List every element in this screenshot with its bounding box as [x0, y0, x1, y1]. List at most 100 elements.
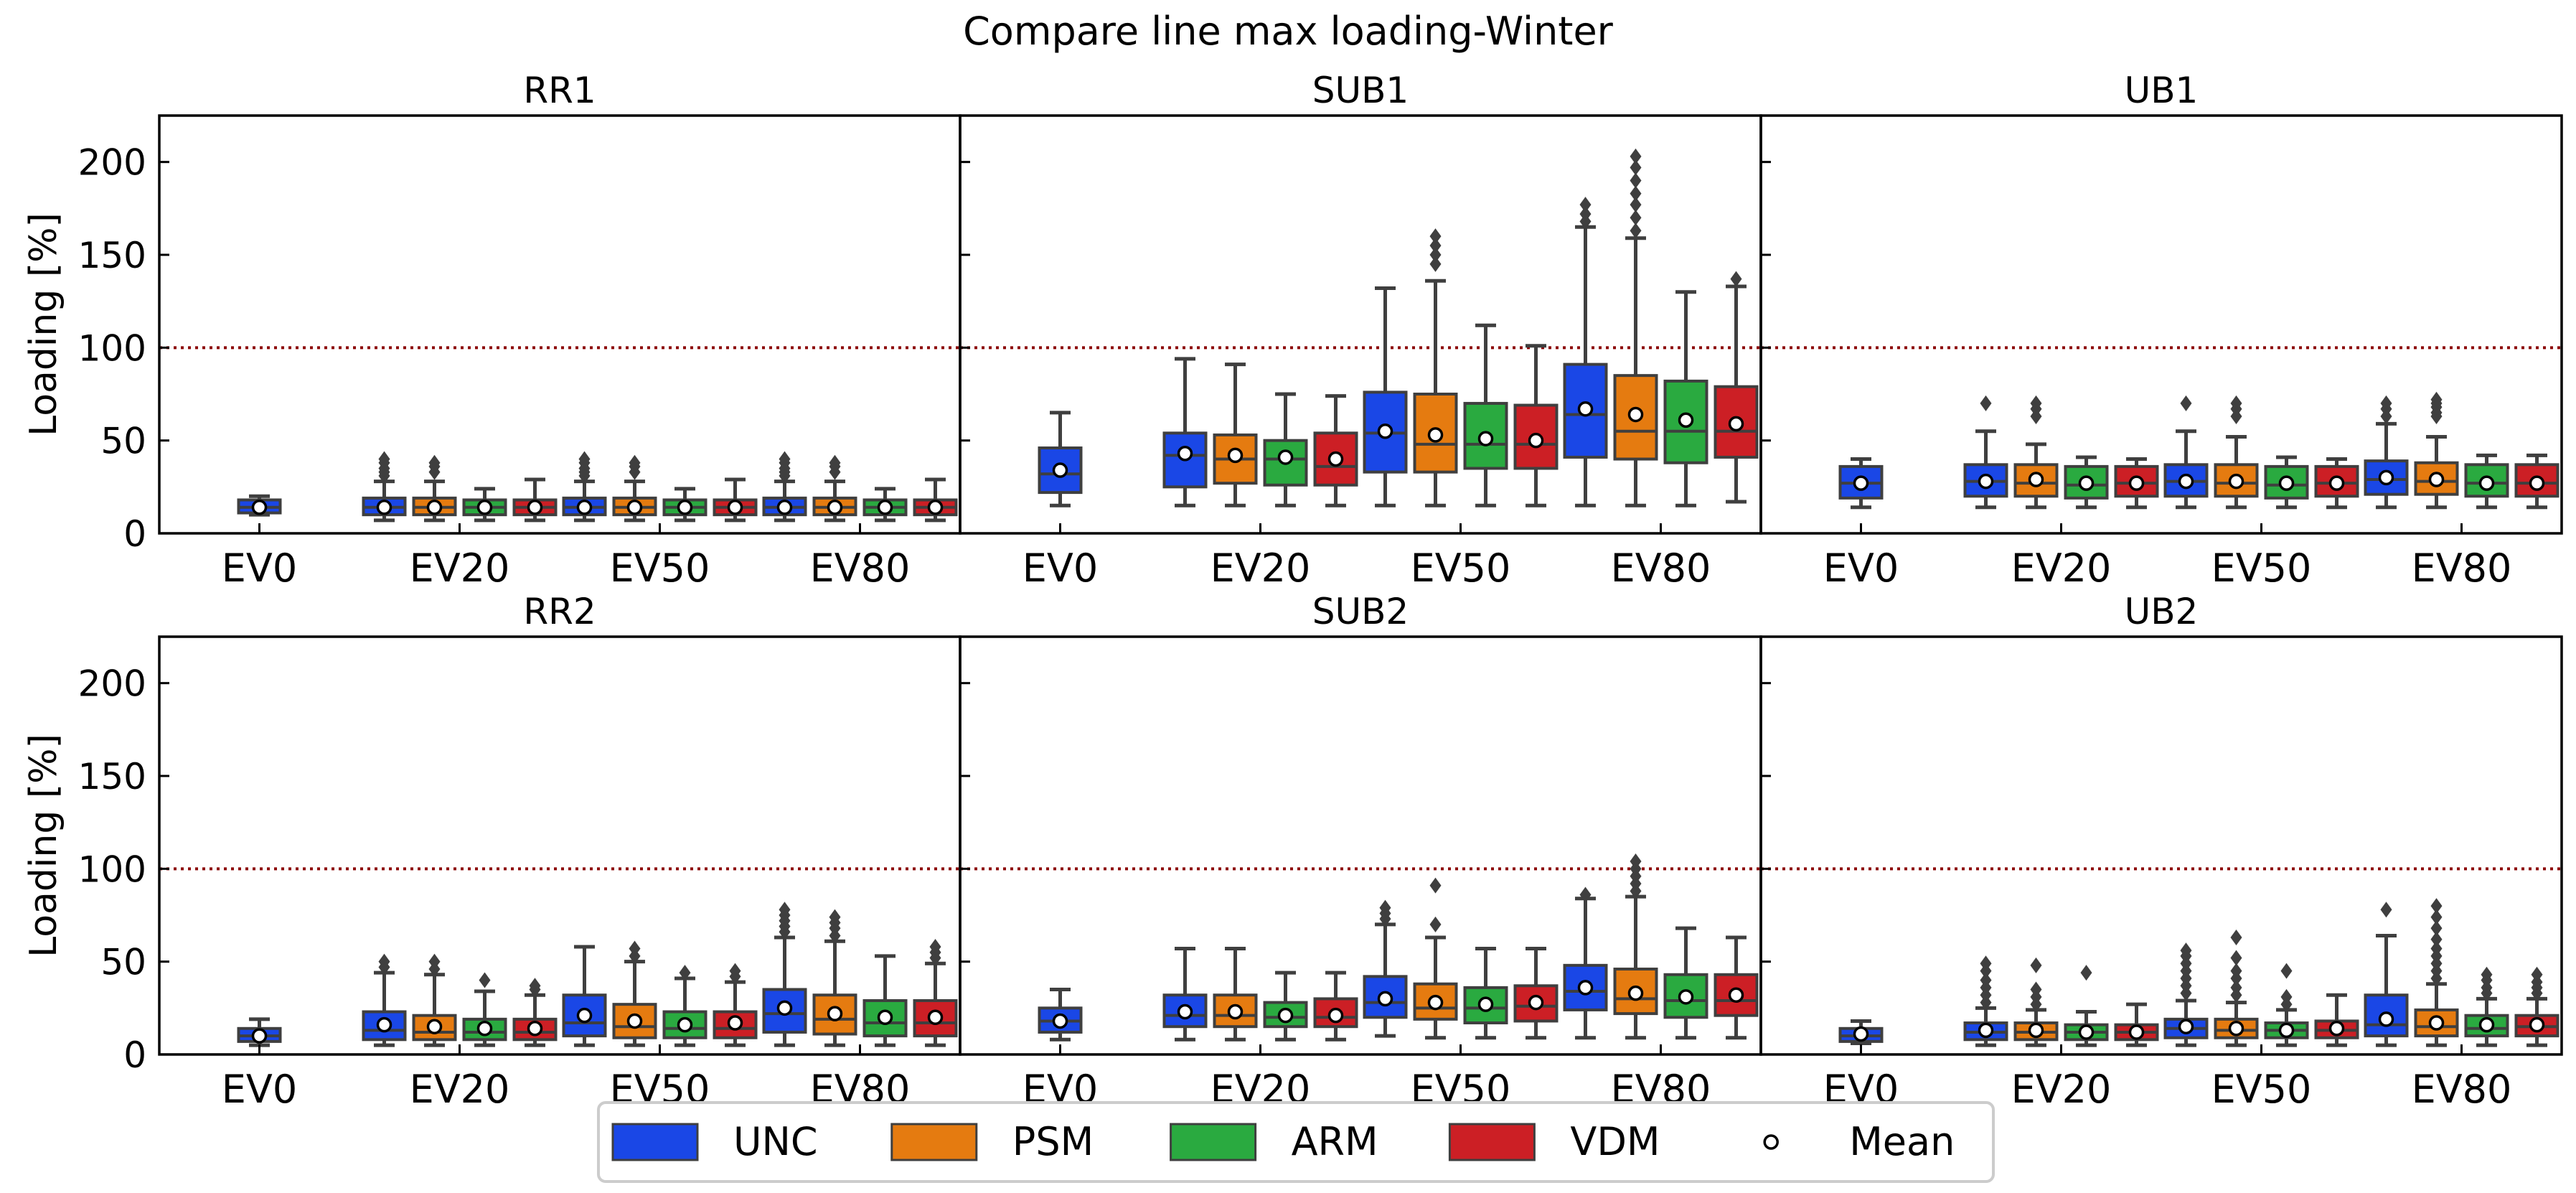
- mean-marker: [2278, 1022, 2295, 1039]
- legend-label: PSM: [1012, 1119, 1094, 1164]
- outlier-point: [529, 978, 541, 994]
- x-tick-label: EV80: [2412, 1067, 2512, 1112]
- box-rr1-ev50-arm: [662, 487, 708, 523]
- y-tick-label: 100: [78, 848, 146, 890]
- outlier-point: [2280, 963, 2293, 979]
- box-rr2-ev80-arm: [862, 954, 908, 1047]
- box-rr2-ev20-psm: [412, 953, 457, 1047]
- outlier-point: [2430, 920, 2443, 937]
- mean-marker: [527, 500, 543, 515]
- box-rr1-ev20-unc: [362, 451, 407, 523]
- mean-marker: [2378, 469, 2394, 486]
- box-body: [562, 993, 607, 1038]
- mean-marker: [1327, 451, 1344, 467]
- x-tick-label: EV0: [222, 1067, 297, 1112]
- box-ub1-ev50-arm: [2264, 455, 2309, 510]
- box-ub1-ev80-vdm: [2514, 453, 2559, 510]
- mean-marker: [827, 500, 843, 515]
- mean-marker: [2028, 1022, 2044, 1039]
- outlier-point: [1429, 916, 1442, 932]
- box-rr2-ev80-unc: [762, 902, 807, 1047]
- mean-marker: [2478, 475, 2495, 491]
- outlier-point: [2380, 395, 2392, 411]
- mean-marker: [1627, 985, 1644, 1001]
- outlier-point: [1579, 886, 1592, 903]
- mean-marker: [251, 1028, 268, 1044]
- box-sub1-ev20-vdm: [1313, 394, 1358, 507]
- outlier-point: [1579, 206, 1592, 223]
- outlier-point: [1730, 271, 1742, 287]
- box-ub1-ev20-vdm: [2114, 457, 2159, 510]
- outlier-point: [2030, 981, 2042, 998]
- outlier-point: [1630, 148, 1642, 164]
- outlier-point: [1429, 877, 1442, 894]
- box-sub1-ev20-psm: [1213, 362, 1258, 507]
- box-sub2-ev80-vdm: [1714, 935, 1759, 1040]
- mean-marker: [1177, 446, 1193, 462]
- legend-entry-arm: ARM: [1170, 1119, 1378, 1164]
- mean-marker: [2428, 472, 2445, 487]
- outlier-point: [1630, 172, 1642, 189]
- box-sub1-ev80-unc: [1563, 197, 1608, 507]
- legend-swatch: [1448, 1123, 1536, 1161]
- outlier-point: [1630, 223, 1642, 239]
- box-rr2-ev50-vdm: [713, 963, 758, 1047]
- box-sub1-ev50-psm: [1413, 228, 1458, 507]
- mean-marker: [1728, 987, 1744, 1003]
- box-ub1-ev80-arm: [2464, 453, 2509, 510]
- mean-marker: [727, 500, 743, 515]
- box-body: [1714, 973, 1759, 1017]
- box-sub2-ev20-psm: [1213, 947, 1258, 1042]
- mean-marker: [2328, 475, 2345, 491]
- outlier-point: [2531, 966, 2543, 983]
- outlier-point: [1980, 955, 1992, 972]
- box-rr2-ev0-unc: [237, 1017, 282, 1047]
- box-sub2-ev0-unc: [1038, 987, 1083, 1042]
- box-ub1-ev50-vdm: [2314, 457, 2359, 510]
- x-tick-label: EV80: [810, 546, 911, 591]
- mean-marker: [376, 1016, 392, 1033]
- mean-marker: [1427, 994, 1444, 1011]
- box-sub2-ev50-arm: [1463, 947, 1508, 1040]
- x-tick-label: EV20: [2011, 1067, 2112, 1112]
- outlier-point: [1429, 228, 1442, 245]
- outlier-point: [679, 965, 691, 981]
- mean-marker: [476, 500, 493, 515]
- box-rr1-ev50-unc: [562, 451, 607, 523]
- mean-marker: [2328, 1021, 2345, 1037]
- mean-marker: [1678, 989, 1694, 1005]
- x-tick-label: EV20: [410, 546, 510, 591]
- box-ub2-ev20-arm: [2064, 965, 2109, 1047]
- legend-entry-mean: Mean: [1763, 1119, 1955, 1164]
- box-ub2-ev50-unc: [2163, 942, 2209, 1047]
- box-ub2-ev80-psm: [2414, 898, 2459, 1047]
- mean-marker: [877, 500, 893, 515]
- y-tick-label: 50: [100, 942, 146, 983]
- box-ub2-ev50-arm: [2264, 963, 2309, 1047]
- box-sub2-ev50-vdm: [1513, 947, 1559, 1040]
- mean-marker: [677, 500, 693, 515]
- outlier-point: [578, 451, 591, 467]
- box-sub1-ev20-unc: [1162, 357, 1208, 507]
- outlier-point: [729, 963, 741, 979]
- mean-marker: [1377, 991, 1393, 1007]
- legend-label: ARM: [1292, 1119, 1378, 1164]
- box-ub1-ev80-unc: [2364, 395, 2409, 510]
- mean-marker: [376, 500, 392, 515]
- outlier-point: [1980, 395, 1992, 411]
- box-sub2-ev20-vdm: [1313, 970, 1358, 1042]
- outlier-point: [2380, 902, 2392, 918]
- box-ub2-ev50-vdm: [2314, 993, 2359, 1047]
- mean-marker: [1678, 412, 1694, 428]
- outlier-point: [479, 972, 491, 988]
- box-ub2-ev80-arm: [2464, 966, 2509, 1047]
- box-ub2-ev20-vdm: [2114, 1002, 2159, 1047]
- axes-frame: [1759, 114, 2563, 535]
- outlier-point: [2430, 909, 2443, 925]
- box-sub2-ev50-unc: [1363, 899, 1408, 1038]
- mean-marker: [426, 1019, 443, 1034]
- box-rr1-ev80-unc: [762, 451, 807, 523]
- legend-label: UNC: [733, 1119, 818, 1164]
- x-tick-label: EV50: [1411, 546, 1511, 591]
- mean-marker: [776, 1000, 793, 1016]
